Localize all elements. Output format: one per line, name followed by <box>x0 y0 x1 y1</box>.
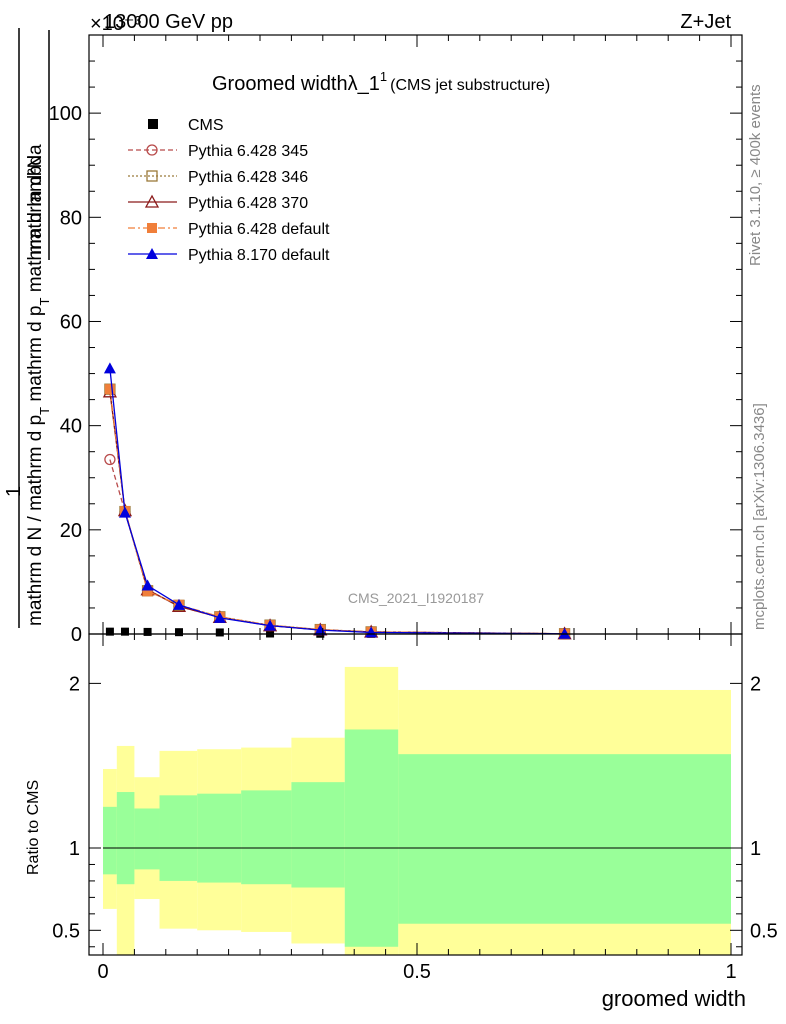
ratio-axis-label: Ratio to CMS <box>25 780 42 875</box>
ratio-inner-band <box>291 782 345 888</box>
ratio-y-tick-label: 1 <box>69 838 80 860</box>
ratio-frame <box>88 633 743 956</box>
x-tick-label: 1 <box>725 961 736 983</box>
ratio-y-tick-label-right: 1 <box>750 838 761 860</box>
analysis-watermark: CMS_2021_I1920187 <box>348 590 484 606</box>
data-point <box>365 626 378 638</box>
y-axis-den-sub1: T <box>37 407 52 415</box>
y-tick-label: 0 <box>71 624 82 646</box>
legend-item: Pythia 6.428 345 <box>128 143 308 160</box>
legend-label: Pythia 6.428 345 <box>188 143 308 160</box>
legend-label: Pythia 6.428 346 <box>188 169 308 186</box>
data-point <box>558 627 571 639</box>
legend-item: Pythia 6.428 370 <box>128 194 308 212</box>
series-pythia-6-428-default <box>104 384 570 639</box>
x-tick-label: 0 <box>97 961 108 983</box>
y-axis-den-sub2: T <box>37 298 52 306</box>
y-tick-label: 80 <box>60 207 82 229</box>
rivet-label: Rivet 3.1.10, ≥ 400k events <box>747 84 764 266</box>
data-point <box>172 598 185 610</box>
y-axis-denominator: mathrm d N / mathrm d pT mathrm d pT mat… <box>25 144 52 626</box>
series-line <box>109 368 565 635</box>
legend-marker <box>146 170 158 182</box>
y-tick-label: 20 <box>60 520 82 542</box>
ratio-y-tick-label-right: 0.5 <box>750 920 778 942</box>
energy-label: 13000 GeV pp <box>104 11 233 33</box>
y-tick-label: 100 <box>49 103 82 125</box>
plot-title: Groomed widthλ_11(CMS jet substructure) <box>212 69 550 95</box>
data-point <box>215 628 224 637</box>
y-axis-lhs: 1 <box>3 486 25 497</box>
legend-item: Pythia 6.428 346 <box>128 169 308 186</box>
legend-label: Pythia 6.428 370 <box>188 195 308 212</box>
x-axis-label: groomed width <box>602 986 746 1011</box>
plot-title-note: (CMS jet substructure) <box>390 77 550 94</box>
legend-marker <box>146 248 158 259</box>
data-point <box>118 506 131 518</box>
legend-marker <box>146 144 158 156</box>
y-axis-den-right: mathrm d p <box>25 306 46 402</box>
data-point <box>103 362 116 374</box>
legend: CMS Pythia 6.428 345 Pythia 6.428 346 Pythi… <box>128 117 330 264</box>
ratio-inner-band <box>398 754 731 924</box>
data-point <box>174 628 183 637</box>
series-line <box>109 389 565 635</box>
plot-title-text: Groomed width <box>212 73 348 95</box>
ratio-inner-band <box>103 806 117 875</box>
ratio-inner-band <box>134 808 160 870</box>
legend-label: Pythia 6.428 default <box>188 221 330 238</box>
ratio-inner-band <box>159 795 198 881</box>
legend-marker <box>148 119 158 129</box>
ratio-inner-band <box>344 729 399 947</box>
data-point <box>141 579 154 591</box>
plot-title-lambda: λ_1 <box>348 73 380 95</box>
main-panel <box>102 362 572 640</box>
y-axis-den-left: mathrm d N / mathrm d p <box>25 415 46 626</box>
ratio-y-tick-label: 2 <box>69 673 80 695</box>
x-tick-label: 0.5 <box>403 961 431 983</box>
data-point <box>213 611 226 623</box>
series-pythia-8-170-default <box>103 362 571 639</box>
ratio-inner-band <box>241 790 292 885</box>
data-point <box>142 586 153 597</box>
plot-title-sup: 1 <box>380 69 387 84</box>
data-point <box>120 627 129 636</box>
y-axis-den-end: mathrm d lambda <box>25 144 46 292</box>
ratio-inner-band <box>116 792 135 885</box>
legend-marker <box>147 223 157 233</box>
legend-label: Pythia 8.170 default <box>188 247 330 264</box>
data-point <box>105 627 114 636</box>
series-line <box>109 389 565 635</box>
process-label: Z+Jet <box>680 11 731 33</box>
y-axis-label: mathrm d²N 1 mathrm d N / mathrm d pT ma… <box>3 28 52 628</box>
y-tick-label: 60 <box>60 311 82 333</box>
series-line <box>109 391 565 635</box>
main-frame <box>88 34 743 635</box>
y-tick-label: 40 <box>60 416 82 438</box>
ratio-panel <box>103 666 731 955</box>
data-point <box>264 619 277 631</box>
legend-marker <box>144 194 160 208</box>
ratio-y-tick-label-right: 2 <box>750 673 761 695</box>
exponent-label: ×10⁻³ <box>90 13 141 35</box>
legend-item: CMS <box>148 117 224 134</box>
legend-item: Pythia 6.428 default <box>128 221 330 238</box>
data-point <box>104 384 115 395</box>
legend-item: Pythia 8.170 default <box>128 247 330 264</box>
mcplots-label: mcplots.cern.ch [arXiv:1306.3436] <box>751 403 768 630</box>
y-axis-numerator: mathrm d²N <box>25 155 46 255</box>
ratio-y-tick-label: 0.5 <box>52 920 80 942</box>
data-point <box>104 453 116 466</box>
legend-label: CMS <box>188 117 224 134</box>
data-point <box>143 627 152 636</box>
ratio-inner-band <box>197 793 242 883</box>
